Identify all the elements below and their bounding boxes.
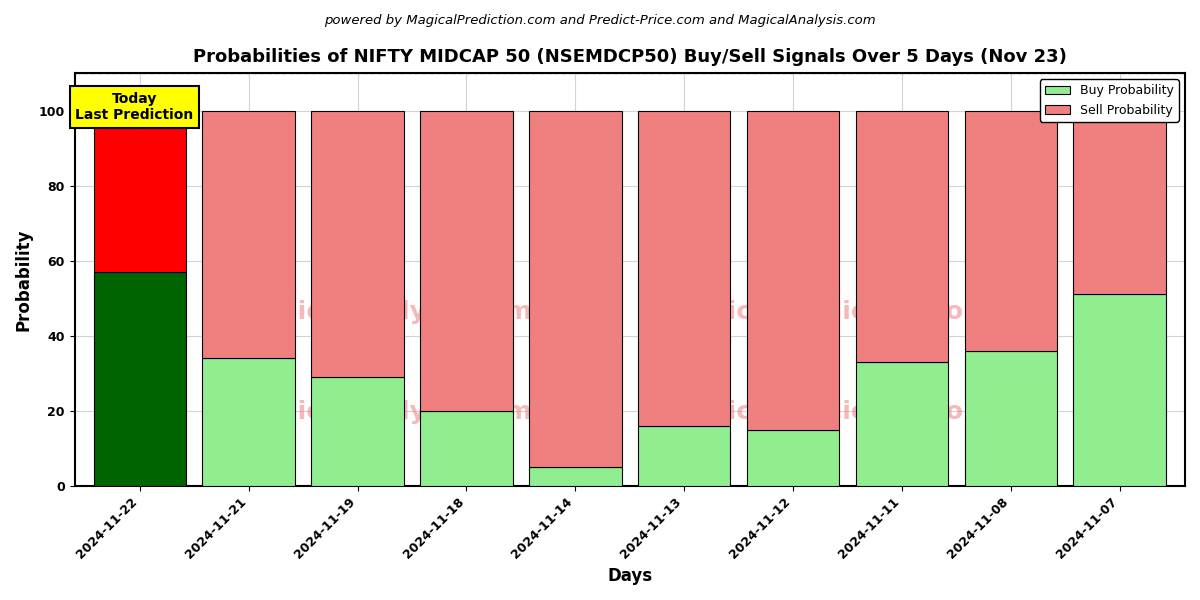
Bar bbox=[94, 272, 186, 486]
Text: MagicalPrediction.com: MagicalPrediction.com bbox=[670, 400, 990, 424]
Bar bbox=[1074, 110, 1166, 295]
Bar bbox=[638, 426, 731, 486]
Legend: Buy Probability, Sell Probability: Buy Probability, Sell Probability bbox=[1040, 79, 1178, 122]
Bar bbox=[856, 110, 948, 362]
Bar bbox=[311, 110, 404, 377]
Bar bbox=[203, 110, 295, 358]
Text: MagicalAnalysis.com: MagicalAnalysis.com bbox=[239, 301, 533, 325]
Bar bbox=[203, 358, 295, 486]
Text: powered by MagicalPrediction.com and Predict-Price.com and MagicalAnalysis.com: powered by MagicalPrediction.com and Pre… bbox=[324, 14, 876, 27]
Text: MagicalPrediction.com: MagicalPrediction.com bbox=[670, 301, 990, 325]
Text: Today
Last Prediction: Today Last Prediction bbox=[76, 92, 193, 122]
Bar bbox=[1074, 295, 1166, 486]
Bar bbox=[420, 110, 512, 411]
Bar bbox=[856, 362, 948, 486]
Title: Probabilities of NIFTY MIDCAP 50 (NSEMDCP50) Buy/Sell Signals Over 5 Days (Nov 2: Probabilities of NIFTY MIDCAP 50 (NSEMDC… bbox=[193, 48, 1067, 66]
Bar bbox=[311, 377, 404, 486]
Bar bbox=[965, 351, 1057, 486]
Bar bbox=[529, 467, 622, 486]
Bar bbox=[94, 110, 186, 272]
X-axis label: Days: Days bbox=[607, 567, 653, 585]
Bar bbox=[529, 110, 622, 467]
Bar bbox=[420, 411, 512, 486]
Bar bbox=[746, 110, 839, 430]
Bar bbox=[746, 430, 839, 486]
Bar bbox=[965, 110, 1057, 351]
Bar bbox=[638, 110, 731, 426]
Y-axis label: Probability: Probability bbox=[14, 228, 34, 331]
Text: MagicalAnalysis.com: MagicalAnalysis.com bbox=[239, 400, 533, 424]
